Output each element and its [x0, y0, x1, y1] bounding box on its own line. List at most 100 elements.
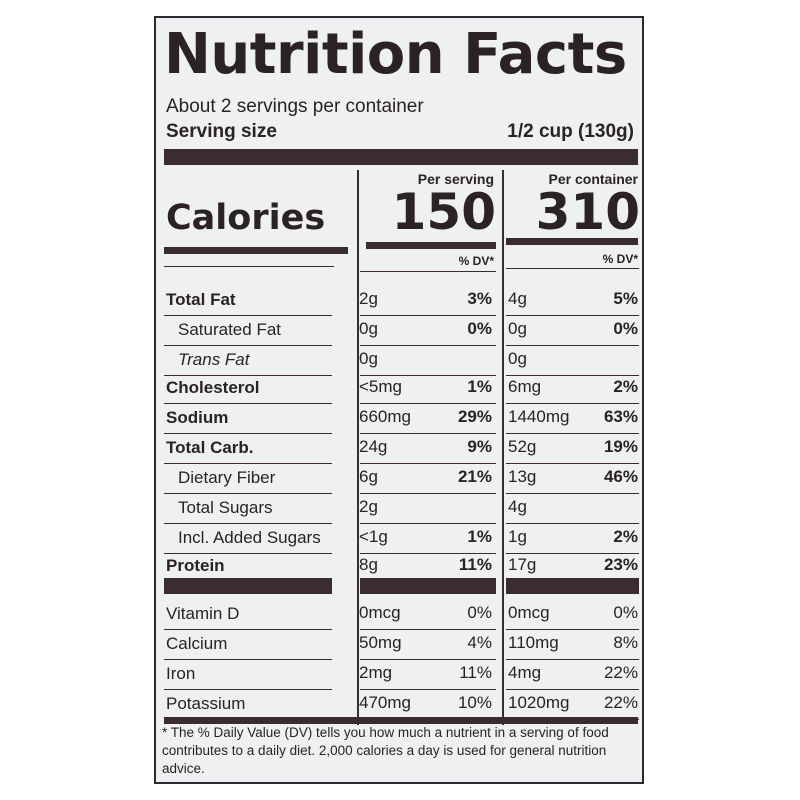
- divider: [360, 433, 496, 434]
- serving-amount: <1g: [359, 527, 388, 546]
- nutrient-row: Total Sugars 2g 4g: [156, 494, 646, 524]
- nutrient-row: Dietary Fiber 6g 21% 13g 46%: [156, 464, 646, 494]
- nutrient-name: Vitamin D: [166, 604, 240, 623]
- serving-amount: 50mg: [359, 633, 402, 652]
- calories-bar: [366, 242, 496, 249]
- thick-divider: [164, 717, 638, 724]
- serving-dv: 29%: [457, 407, 492, 426]
- divider: [506, 463, 639, 464]
- container-dv: 5%: [613, 289, 638, 308]
- divider: [164, 433, 332, 434]
- divider: [360, 523, 496, 524]
- divider: [360, 271, 496, 272]
- nutrient-name: Protein: [166, 556, 225, 575]
- serving-amount: <5mg: [359, 377, 402, 396]
- serving-size-value: 1/2 cup (130g): [507, 121, 634, 142]
- container-dv: 0%: [613, 319, 638, 338]
- nutrient-name: Total Sugars: [178, 498, 273, 517]
- divider: [360, 463, 496, 464]
- divider: [360, 345, 496, 346]
- container-amount: 52g: [508, 437, 537, 456]
- divider: [164, 403, 332, 404]
- thick-divider: [164, 578, 332, 594]
- nutrient-row: Total Carb. 24g 9% 52g 19%: [156, 434, 646, 464]
- divider: [506, 493, 639, 494]
- serving-amount: 2mg: [359, 663, 393, 682]
- serving-size-label: Serving size: [166, 121, 277, 142]
- container-amount: 6mg: [508, 377, 542, 396]
- nutrition-facts-label: Nutrition Facts About 2 servings per con…: [154, 16, 644, 784]
- serving-dv: 11%: [458, 555, 492, 574]
- container-dv: 22%: [603, 693, 638, 712]
- divider: [506, 659, 639, 660]
- servings-per-container: About 2 servings per container: [166, 96, 424, 117]
- container-dv: 19%: [603, 437, 638, 456]
- divider: [164, 345, 332, 346]
- container-amount: 13g: [508, 467, 537, 486]
- divider: [506, 315, 639, 316]
- container-amount: 17g: [508, 555, 537, 574]
- thick-divider: [506, 578, 639, 594]
- serving-amount: 470mg: [359, 693, 411, 712]
- nutrient-row: Trans Fat 0g 0g: [156, 346, 646, 376]
- nutrient-name: Incl. Added Sugars: [178, 528, 321, 547]
- serving-dv: 1%: [467, 377, 492, 396]
- nutrient-row: Calcium 50mg 4% 110mg 8%: [156, 630, 646, 660]
- nutrient-name: Trans Fat: [178, 350, 250, 369]
- nutrient-name: Dietary Fiber: [178, 468, 276, 487]
- container-amount: 1g: [508, 527, 527, 546]
- serving-amount: 0g: [359, 349, 378, 368]
- divider: [506, 553, 639, 554]
- divider: [360, 553, 496, 554]
- nutrient-row: Iron 2mg 11% 4mg 22%: [156, 660, 646, 690]
- serving-amount: 6g: [359, 467, 378, 486]
- nutrient-row: Saturated Fat 0g 0% 0g 0%: [156, 316, 646, 346]
- divider: [360, 689, 496, 690]
- divider: [360, 659, 496, 660]
- container-amount: 1440mg: [508, 407, 570, 426]
- dv-header: % DV*: [602, 252, 638, 266]
- container-dv: 2%: [613, 527, 638, 546]
- divider: [164, 523, 332, 524]
- dv-header: % DV*: [458, 254, 494, 268]
- thick-divider: [164, 149, 638, 165]
- divider: [360, 493, 496, 494]
- serving-dv: 0%: [467, 319, 492, 338]
- container-amount: 0g: [508, 319, 527, 338]
- divider: [164, 659, 332, 660]
- serving-dv: 10%: [457, 693, 492, 712]
- divider: [506, 629, 639, 630]
- container-amount: 0mcg: [508, 603, 550, 622]
- divider: [360, 629, 496, 630]
- container-dv: 46%: [603, 467, 638, 486]
- divider: [506, 689, 639, 690]
- divider: [164, 375, 332, 376]
- divider: [506, 268, 639, 269]
- divider: [506, 403, 639, 404]
- serving-amount: 2g: [359, 289, 378, 308]
- divider: [164, 315, 332, 316]
- serving-dv: 11%: [459, 663, 492, 682]
- per-container-header: Per container: [548, 171, 638, 187]
- calories-bar: [164, 247, 348, 254]
- nutrient-name: Iron: [166, 664, 196, 683]
- container-amount: 4g: [508, 497, 527, 516]
- container-amount: 4g: [508, 289, 527, 308]
- serving-dv: 9%: [467, 437, 492, 456]
- serving-dv: 21%: [457, 467, 492, 486]
- serving-dv: 3%: [467, 289, 492, 308]
- divider: [506, 523, 639, 524]
- serving-amount: 0mcg: [359, 603, 401, 622]
- nutrient-row: Cholesterol <5mg 1% 6mg 2%: [156, 374, 646, 404]
- nutrient-name: Total Carb.: [166, 438, 254, 457]
- container-dv: 22%: [603, 663, 638, 682]
- nutrient-name: Cholesterol: [166, 378, 260, 397]
- container-dv: 8%: [613, 633, 638, 652]
- serving-dv: 0%: [467, 603, 492, 622]
- per-serving-header: Per serving: [417, 171, 494, 187]
- nutrient-name: Total Fat: [166, 290, 236, 309]
- divider: [506, 433, 639, 434]
- nutrient-row: Potassium 470mg 10% 1020mg 22%: [156, 690, 646, 720]
- divider: [164, 553, 332, 554]
- nutrient-row: Incl. Added Sugars <1g 1% 1g 2%: [156, 524, 646, 554]
